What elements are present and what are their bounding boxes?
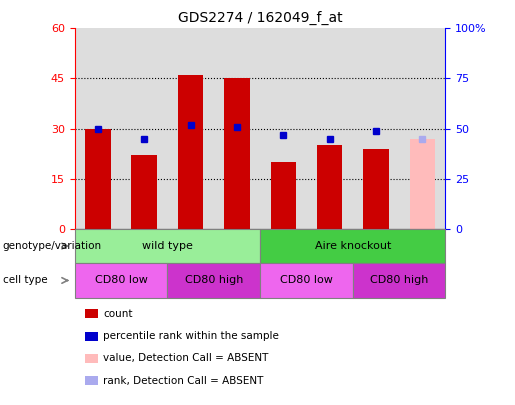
Bar [167,28,214,229]
Text: wild type: wild type [142,241,193,251]
Bar [363,149,389,229]
Text: cell type: cell type [3,275,47,286]
Bar [167,263,260,298]
Bar [306,28,353,229]
Text: percentile rank within the sample: percentile rank within the sample [103,331,279,341]
Bar [317,145,342,229]
Bar [121,28,167,229]
Bar [270,162,296,229]
Bar [409,139,435,229]
Bar [353,28,399,229]
Text: count: count [103,309,132,319]
Bar [260,28,306,229]
Bar [85,129,111,229]
Text: CD80 high: CD80 high [184,275,243,286]
Bar [214,28,260,229]
Bar [75,229,260,263]
Bar [353,263,445,298]
Title: GDS2274 / 162049_f_at: GDS2274 / 162049_f_at [178,11,342,25]
Bar [75,28,121,229]
Text: CD80 low: CD80 low [95,275,147,286]
Text: CD80 low: CD80 low [280,275,333,286]
Text: rank, Detection Call = ABSENT: rank, Detection Call = ABSENT [103,376,263,386]
Text: Aire knockout: Aire knockout [315,241,391,251]
Text: value, Detection Call = ABSENT: value, Detection Call = ABSENT [103,354,268,363]
Bar [178,75,203,229]
Bar [224,79,250,229]
Text: CD80 high: CD80 high [370,275,428,286]
Bar [260,263,353,298]
Bar [260,229,445,263]
Bar [75,263,167,298]
Text: genotype/variation: genotype/variation [3,241,101,251]
Bar [131,155,157,229]
Bar [399,28,445,229]
